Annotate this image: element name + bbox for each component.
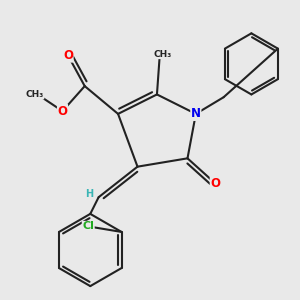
Text: Cl: Cl: [82, 221, 94, 231]
Text: O: O: [210, 177, 220, 190]
Text: CH₃: CH₃: [153, 50, 172, 59]
Text: H: H: [85, 189, 93, 200]
Text: N: N: [191, 107, 201, 120]
Text: O: O: [63, 49, 73, 62]
Text: O: O: [58, 105, 68, 118]
Text: CH₃: CH₃: [26, 90, 44, 99]
